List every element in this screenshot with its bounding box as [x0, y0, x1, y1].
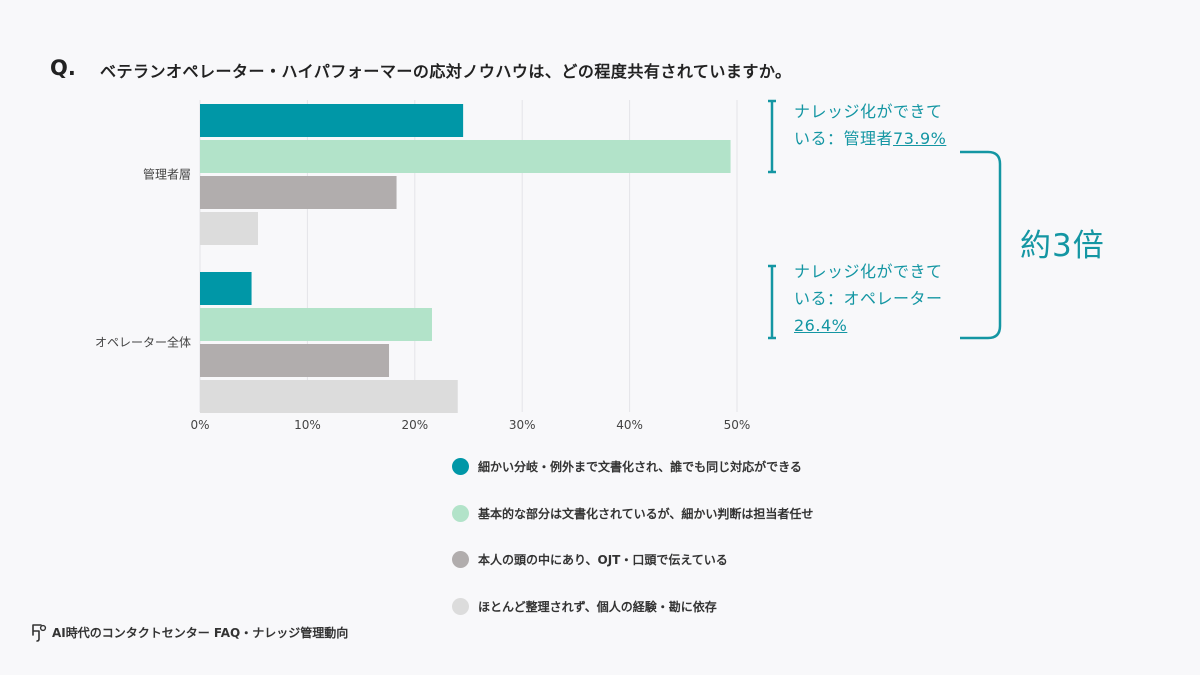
legend-swatch [452, 504, 469, 522]
operator-annotation: ナレッジ化ができて いる：オペレーター 26.4% [794, 258, 943, 339]
category-label: 管理者層 [143, 167, 191, 182]
manager-bracket [768, 99, 776, 174]
legend-swatch [452, 458, 469, 475]
bar [200, 380, 458, 413]
tick-label: 30% [509, 418, 536, 432]
legend-item: 細かい分岐・例外まで文書化され、誰でも同じ対応ができる [452, 455, 813, 478]
tick-label: 10% [294, 418, 321, 432]
footer-text: AI時代のコンタクトセンター FAQ・ナレッジ管理動向 [52, 625, 349, 640]
ratio-curly-bracket [960, 150, 1002, 340]
legend: 細かい分岐・例外まで文書化され、誰でも同じ対応ができる 基本的な部分は文書化されて… [452, 455, 813, 641]
tick-label: 40% [616, 418, 643, 432]
tick-label: 0% [190, 418, 209, 432]
legend-label: 本人の頭の中にあり、OJT・口頭で伝えている [478, 553, 728, 567]
bar [200, 272, 252, 305]
manager-annotation-line1: ナレッジ化ができて [794, 102, 943, 121]
bars [200, 104, 731, 413]
manager-annotation-line2: いる：管理者 [794, 129, 894, 148]
manager-annotation: ナレッジ化ができて いる：管理者73.9% [794, 98, 946, 152]
operator-annotation-line1: ナレッジ化ができて [794, 262, 943, 281]
legend-item: ほとんど整理されず、個人の経験・勘に依存 [452, 595, 813, 618]
bar [200, 140, 731, 173]
legend-label: 細かい分岐・例外まで文書化され、誰でも同じ対応ができる [478, 460, 802, 474]
question-mark: Q. [50, 56, 76, 80]
operator-annotation-line2: いる：オペレーター [794, 289, 943, 308]
tick-label: 50% [724, 418, 751, 432]
operator-bracket [768, 264, 776, 340]
bar [200, 212, 258, 245]
logo-icon [32, 624, 47, 642]
legend-swatch [452, 597, 469, 615]
bar [200, 344, 390, 377]
tick-label: 20% [401, 418, 428, 432]
manager-annotation-pct: 73.9% [893, 129, 947, 148]
legend-label: ほとんど整理されず、個人の経験・勘に依存 [478, 599, 717, 614]
question-text: ベテランオペレーター・ハイパフォーマーの応対ノウハウは、どの程度共有されています… [100, 62, 792, 81]
legend-item: 本人の頭の中にあり、OJT・口頭で伝えている [452, 548, 813, 571]
bar [200, 176, 397, 209]
category-label: オペレーター全体 [95, 335, 191, 350]
bar [200, 308, 432, 341]
operator-annotation-pct: 26.4% [794, 316, 848, 335]
legend-swatch [452, 551, 469, 568]
footer: AI時代のコンタクトセンター FAQ・ナレッジ管理動向 [30, 622, 348, 642]
bar [200, 104, 464, 137]
brackets [768, 99, 1002, 340]
legend-label: 基本的な部分は文書化されているが、細かい判断は担当者任せ [478, 506, 814, 521]
legend-item: 基本的な部分は文書化されているが、細かい判断は担当者任せ [452, 502, 813, 525]
ratio-label: 約3倍 [1020, 228, 1105, 264]
